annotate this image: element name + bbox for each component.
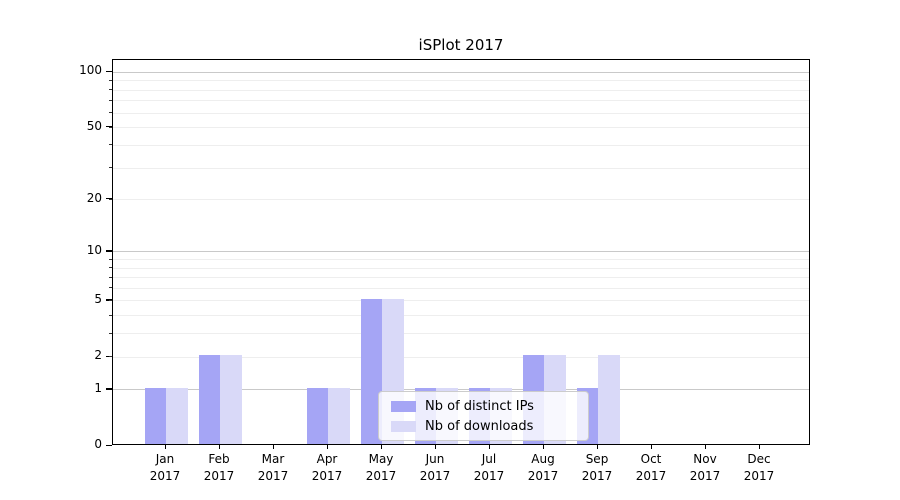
x-axis-tick bbox=[542, 445, 544, 449]
y-axis-tick bbox=[106, 388, 112, 390]
x-axis-tick bbox=[326, 445, 328, 449]
y-tick-label: 1 bbox=[94, 380, 102, 395]
y-axis-minor-tick bbox=[109, 198, 112, 200]
x-axis-tick bbox=[758, 445, 760, 449]
y-axis-tick bbox=[106, 250, 112, 252]
x-tick-label: Jul 2017 bbox=[473, 452, 505, 483]
chart-title: iSPlot 2017 bbox=[418, 36, 504, 54]
y-axis-minor-tick bbox=[109, 126, 112, 128]
bar-distinct-ips bbox=[198, 355, 220, 444]
x-tick-label: Dec 2017 bbox=[743, 452, 775, 483]
y-axis-minor-tick bbox=[109, 99, 112, 101]
y-axis-minor-tick bbox=[109, 112, 112, 114]
bar-downloads bbox=[166, 387, 188, 444]
legend-swatch-downloads bbox=[391, 420, 416, 432]
y-axis-minor-tick bbox=[109, 89, 112, 91]
gridline-minor bbox=[113, 100, 809, 102]
y-axis-minor-tick bbox=[109, 79, 112, 81]
gridline-major bbox=[113, 251, 809, 253]
x-axis-tick bbox=[596, 445, 598, 449]
gridline-minor bbox=[113, 315, 809, 317]
y-tick-label: 20 bbox=[86, 190, 102, 205]
y-tick-label: 0 bbox=[94, 437, 102, 451]
y-tick-label: 10 bbox=[86, 242, 102, 257]
gridline-minor bbox=[113, 267, 809, 269]
bar-downloads bbox=[220, 355, 242, 444]
y-tick-label: 50 bbox=[86, 118, 102, 133]
y-axis-minor-tick bbox=[109, 258, 112, 260]
x-axis-tick bbox=[488, 445, 490, 449]
gridline-minor bbox=[113, 127, 809, 129]
y-axis-minor-tick bbox=[109, 267, 112, 269]
gridline-minor bbox=[113, 259, 809, 261]
gridline-minor bbox=[113, 144, 809, 146]
legend: Nb of distinct IPs Nb of downloads bbox=[378, 391, 589, 441]
x-tick-label: Sep 2017 bbox=[581, 452, 613, 483]
x-axis-tick bbox=[164, 445, 166, 449]
bar-downloads bbox=[328, 387, 350, 444]
x-axis-tick bbox=[650, 445, 652, 449]
gridline-minor bbox=[113, 287, 809, 289]
bar-distinct-ips bbox=[360, 298, 382, 444]
y-axis-tick bbox=[106, 444, 112, 446]
gridline-minor bbox=[113, 80, 809, 82]
y-tick-label: 2 bbox=[94, 348, 102, 363]
legend-item-distinct-ips: Nb of distinct IPs bbox=[389, 396, 578, 416]
plot-area bbox=[112, 59, 810, 445]
x-axis-tick bbox=[218, 445, 220, 449]
gridline-minor bbox=[113, 112, 809, 114]
y-axis-minor-tick bbox=[109, 299, 112, 301]
x-tick-label: Feb 2017 bbox=[203, 452, 235, 483]
legend-item-downloads: Nb of downloads bbox=[389, 416, 578, 436]
gridline-minor bbox=[113, 300, 809, 302]
y-axis-minor-tick bbox=[109, 332, 112, 334]
x-tick-label: Jan 2017 bbox=[149, 452, 181, 483]
y-axis-minor-tick bbox=[109, 276, 112, 278]
gridline-minor bbox=[113, 199, 809, 201]
y-axis-tick bbox=[106, 70, 112, 73]
x-axis-tick bbox=[272, 445, 274, 449]
x-axis-tick bbox=[704, 445, 706, 449]
legend-label-downloads: Nb of downloads bbox=[425, 418, 534, 434]
y-axis-minor-tick bbox=[109, 314, 112, 316]
legend-swatch-distinct-ips bbox=[391, 400, 416, 412]
gridline-major bbox=[113, 71, 809, 73]
gridline-minor bbox=[113, 277, 809, 279]
y-axis-minor-tick bbox=[109, 287, 112, 289]
legend-label-distinct-ips: Nb of distinct IPs bbox=[425, 398, 534, 414]
gridline-minor bbox=[113, 167, 809, 169]
y-axis-minor-tick bbox=[109, 144, 112, 146]
bar-downloads bbox=[598, 355, 620, 444]
gridline-minor bbox=[113, 356, 809, 358]
x-tick-label: Oct 2017 bbox=[635, 452, 667, 483]
x-tick-label: May 2017 bbox=[365, 452, 397, 483]
y-tick-label: 5 bbox=[94, 291, 102, 306]
x-tick-label: Jun 2017 bbox=[419, 452, 451, 483]
gridline-minor bbox=[113, 89, 809, 91]
bar-distinct-ips bbox=[144, 387, 166, 444]
y-tick-label: 100 bbox=[79, 63, 102, 78]
x-tick-label: Apr 2017 bbox=[311, 452, 343, 483]
x-tick-label: Mar 2017 bbox=[257, 452, 289, 483]
bar-distinct-ips bbox=[306, 387, 328, 444]
y-axis-minor-tick bbox=[109, 356, 112, 358]
gridline-major bbox=[113, 389, 809, 391]
x-axis-tick bbox=[434, 445, 436, 449]
x-tick-label: Aug 2017 bbox=[527, 452, 559, 483]
x-tick-label: Nov 2017 bbox=[689, 452, 721, 483]
x-axis-tick bbox=[380, 445, 382, 449]
gridline-minor bbox=[113, 333, 809, 335]
y-axis-minor-tick bbox=[109, 167, 112, 169]
